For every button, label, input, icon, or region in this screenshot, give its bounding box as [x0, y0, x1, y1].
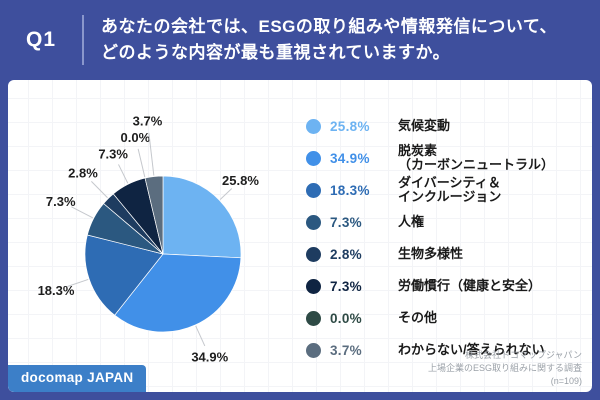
pie-leader-line [67, 278, 89, 288]
legend-color-dot [306, 310, 321, 326]
legend-color-dot [306, 214, 321, 230]
pie-slice-value-label: 7.3% [98, 146, 128, 161]
legend-item: 18.3% ダイバーシティ＆ インクルージョン [306, 174, 588, 206]
chart-panel: 25.8% 34.9% 18.3% 7.3% 2.8% 7.3% 0.0% 3.7% 25.8… [8, 80, 592, 392]
header-divider [82, 15, 84, 65]
pie-leader-line [71, 206, 93, 219]
legend-percent: 2.8% [330, 246, 362, 262]
legend-label: 労働慣行（健康と安全） [398, 278, 542, 293]
pie-leader-line [91, 181, 108, 199]
pie-slice-value-label: 34.9% [191, 349, 228, 364]
pie-slice [84, 234, 164, 316]
legend-color-dot [306, 246, 321, 262]
question-number: Q1 [25, 28, 56, 51]
legend-label: ダイバーシティ＆ インクルージョン [398, 175, 502, 204]
question-line-2: どのような内容が最も重視されていますか。 [101, 43, 451, 62]
pie-leader-line [118, 164, 129, 184]
legend-label: 生物多様性 [398, 246, 464, 261]
legend-percent: 18.3% [330, 182, 370, 198]
legend-percent: 7.3% [330, 278, 362, 294]
legend-label: その他 [398, 310, 438, 325]
legend-label: 人権 [398, 214, 425, 229]
legend-color-dot [306, 278, 321, 294]
legend-item: 34.9% 脱炭素 （カーボンニュートラル） [306, 142, 588, 174]
legend-percent: 7.3% [330, 214, 362, 230]
pie-slice-value-label: 2.8% [68, 165, 98, 180]
question-line-1: あなたの会社では、ESGの取り組みや情報発信について、 [101, 17, 558, 36]
legend-percent: 0.0% [330, 310, 362, 326]
legend-percent: 25.8% [330, 118, 370, 134]
pie-slice-value-label: 18.3% [38, 283, 75, 298]
legend-label: わからない/答えられない [398, 342, 545, 357]
legend-percent: 3.7% [330, 342, 362, 358]
source-line-1: 株式会社ドコマップジャパン [464, 350, 582, 360]
legend-item: 25.8% 気候変動 [306, 110, 588, 142]
legend-item: 2.8% 生物多様性 [306, 238, 588, 270]
question-header: Q1 あなたの会社では、ESGの取り組みや情報発信について、 どのような内容が最… [0, 0, 600, 80]
chart-legend: 25.8% 気候変動 34.9% 脱炭素 （カーボンニュートラル） 18.3% ダイバーシ… [306, 110, 588, 366]
pie-slice-value-label: 7.3% [46, 194, 76, 209]
legend-item: 3.7% わからない/答えられない [306, 334, 588, 366]
pie-slice [114, 253, 242, 333]
pie-slice [144, 175, 164, 255]
docomap-logo: docomap JAPAN [8, 365, 147, 392]
source-line-2: 上場企業のESG取り組みに関する調査 [427, 363, 582, 373]
question-text: あなたの会社では、ESGの取り組みや情報発信について、 どのような内容が最も重視… [101, 14, 557, 66]
legend-color-dot [306, 182, 321, 198]
legend-color-dot [306, 342, 321, 358]
pie-slice-value-label: 3.7% [133, 113, 163, 128]
pie-slice [162, 175, 242, 259]
pie-slice-value-label: 0.0% [121, 130, 151, 145]
pie-leader-line [195, 325, 206, 347]
source-line-3: (n=109) [550, 376, 582, 386]
pie-chart: 25.8%34.9%18.3%7.3%2.8%7.3%0.0%3.7% [38, 113, 260, 364]
legend-item: 0.0% その他 [306, 302, 588, 334]
source-attribution: 株式会社ドコマップジャパン 上場企業のESG取り組みに関する調査 (n=109) [428, 349, 582, 388]
pie-slice-value-label: 25.8% [222, 173, 259, 188]
legend-item: 7.3% 労働慣行（健康と安全） [306, 270, 588, 302]
pie-leader-line [137, 148, 146, 178]
pie-leader-line [219, 188, 233, 200]
legend-color-dot [306, 150, 321, 166]
pie-leader-line [148, 132, 155, 176]
legend-percent: 34.9% [330, 150, 370, 166]
legend-label: 気候変動 [398, 118, 451, 133]
legend-label: 脱炭素 （カーボンニュートラル） [398, 143, 555, 172]
legend-item: 7.3% 人権 [306, 206, 588, 238]
legend-color-dot [306, 118, 321, 134]
